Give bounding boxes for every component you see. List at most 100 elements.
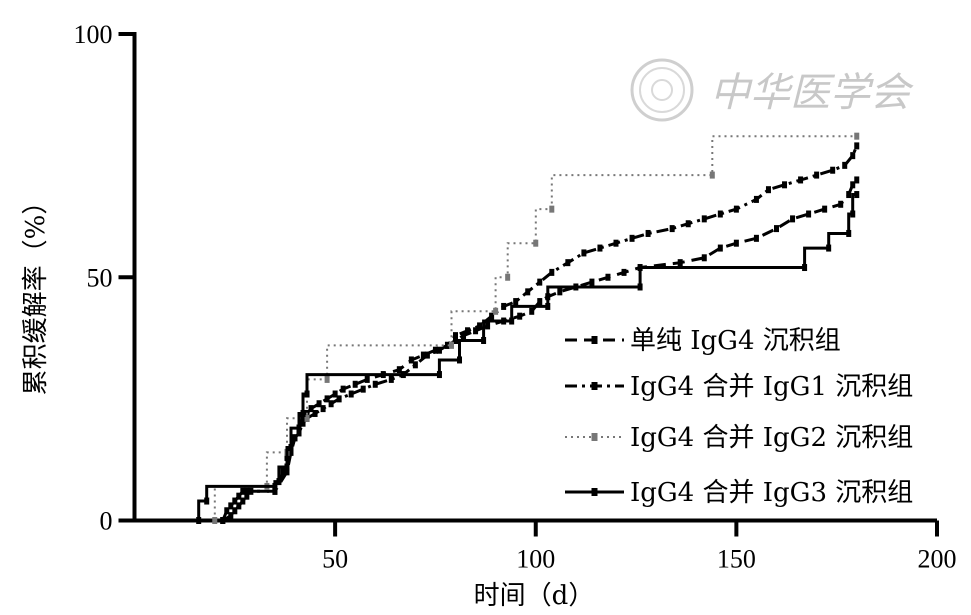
series-1-marker xyxy=(461,332,467,340)
series-2-marker xyxy=(292,434,298,442)
series-3-marker xyxy=(212,517,218,524)
series-2-marker xyxy=(236,492,242,500)
series-4-marker xyxy=(196,517,202,524)
legend-item-4: IgG4 合并 IgG3 沉积组 xyxy=(565,478,913,508)
x-tick-label: 100 xyxy=(516,545,555,574)
y-axis-title: 累积缓解率（%） xyxy=(21,189,51,396)
series-1-marker xyxy=(244,492,250,500)
series-1-marker xyxy=(846,191,852,199)
series-4-marker xyxy=(850,210,856,218)
watermark-logo: 中华医学会 xyxy=(630,58,914,122)
series-2-marker xyxy=(685,220,691,228)
series-2-marker xyxy=(477,322,483,330)
series-2-marker xyxy=(565,259,571,267)
series-1-marker xyxy=(529,307,535,315)
x-tick-label: 150 xyxy=(717,545,756,574)
series-1-marker xyxy=(473,327,479,335)
series-2-marker xyxy=(280,468,286,476)
series-2-marker xyxy=(436,346,442,354)
series-1-marker xyxy=(537,298,543,306)
legend-item-3-marker xyxy=(591,433,598,441)
series-2-marker xyxy=(501,302,507,310)
series-2-marker xyxy=(753,195,759,203)
series-1-marker xyxy=(717,244,723,252)
series-2-marker xyxy=(842,161,848,169)
series-2-marker xyxy=(782,181,788,189)
legend-item-2: IgG4 合并 IgG1 沉积组 xyxy=(565,372,913,402)
series-2-marker xyxy=(336,395,342,403)
y-ticks: 0 50 100 xyxy=(74,20,135,536)
series-2-marker xyxy=(701,215,707,223)
series-4-marker xyxy=(637,283,643,291)
series-2-marker xyxy=(372,380,378,388)
series-4-marker xyxy=(846,229,852,237)
series-4-marker xyxy=(300,409,306,417)
series-2-marker xyxy=(525,288,531,296)
series-1-marker xyxy=(352,380,358,388)
series-2-marker xyxy=(453,332,458,340)
series-4 xyxy=(196,191,860,524)
series-2-marker xyxy=(320,405,326,413)
series-2-marker xyxy=(224,507,230,515)
series-1-marker xyxy=(589,278,595,286)
series-4-marker xyxy=(204,497,210,505)
series-1-marker xyxy=(240,497,246,505)
series-2-marker xyxy=(465,327,471,335)
series-1-marker xyxy=(300,414,306,422)
series-2-marker xyxy=(629,234,635,242)
series-2-marker xyxy=(581,249,587,257)
series-1-marker xyxy=(284,468,290,476)
series-4-marker xyxy=(481,336,487,344)
series-2-marker xyxy=(669,225,675,233)
series-4-marker xyxy=(304,390,310,398)
series-1-marker xyxy=(790,215,796,223)
series-1-marker xyxy=(605,273,611,281)
series-1-marker xyxy=(517,312,523,320)
series-4-marker xyxy=(288,444,294,452)
series-1-marker xyxy=(236,502,242,510)
series-1-marker xyxy=(838,200,844,208)
series-3 xyxy=(212,132,860,524)
series-1-marker xyxy=(453,336,458,344)
series-4-marker xyxy=(436,371,442,379)
series-2-marker xyxy=(850,152,856,160)
series-2-marker xyxy=(489,312,495,320)
series-4-marker xyxy=(457,356,463,364)
series-2-marker xyxy=(240,487,246,495)
series-2-marker xyxy=(232,497,238,505)
series-3-line xyxy=(213,135,857,521)
x-ticks: 50 100 150 200 xyxy=(322,520,957,574)
series-2-marker xyxy=(328,400,334,408)
series-1-marker xyxy=(308,405,314,413)
watermark-text: 中华医学会 xyxy=(710,70,914,116)
legend-item-2-marker xyxy=(591,382,598,390)
series-1-marker xyxy=(774,225,779,233)
series-1-marker xyxy=(485,322,491,330)
series-2-marker xyxy=(296,429,302,437)
series-1-marker xyxy=(557,288,563,296)
series-3-marker xyxy=(493,307,499,315)
series-2-marker xyxy=(613,239,619,247)
series-1-marker xyxy=(822,205,828,213)
series-4-marker xyxy=(276,478,282,486)
series-1-marker xyxy=(408,356,414,364)
series-4-line xyxy=(197,193,857,521)
series-1-marker xyxy=(232,507,238,515)
series-2-marker xyxy=(597,244,603,252)
y-tick-label: 100 xyxy=(74,20,113,49)
series-3-marker xyxy=(304,414,310,422)
y-tick-label: 50 xyxy=(87,263,113,292)
series-4-marker xyxy=(802,264,808,272)
series-4-marker xyxy=(296,424,302,432)
series-layer xyxy=(196,132,860,524)
legend-item-3: IgG4 合并 IgG2 沉积组 xyxy=(565,423,913,453)
series-4-marker xyxy=(854,191,860,199)
series-3-marker xyxy=(533,239,539,247)
series-1-marker xyxy=(288,448,294,456)
series-2-marker xyxy=(717,210,723,218)
series-1-marker xyxy=(677,259,683,267)
series-4-marker xyxy=(284,463,290,471)
legend-item-1-marker xyxy=(591,336,598,344)
series-2-marker xyxy=(348,390,354,398)
